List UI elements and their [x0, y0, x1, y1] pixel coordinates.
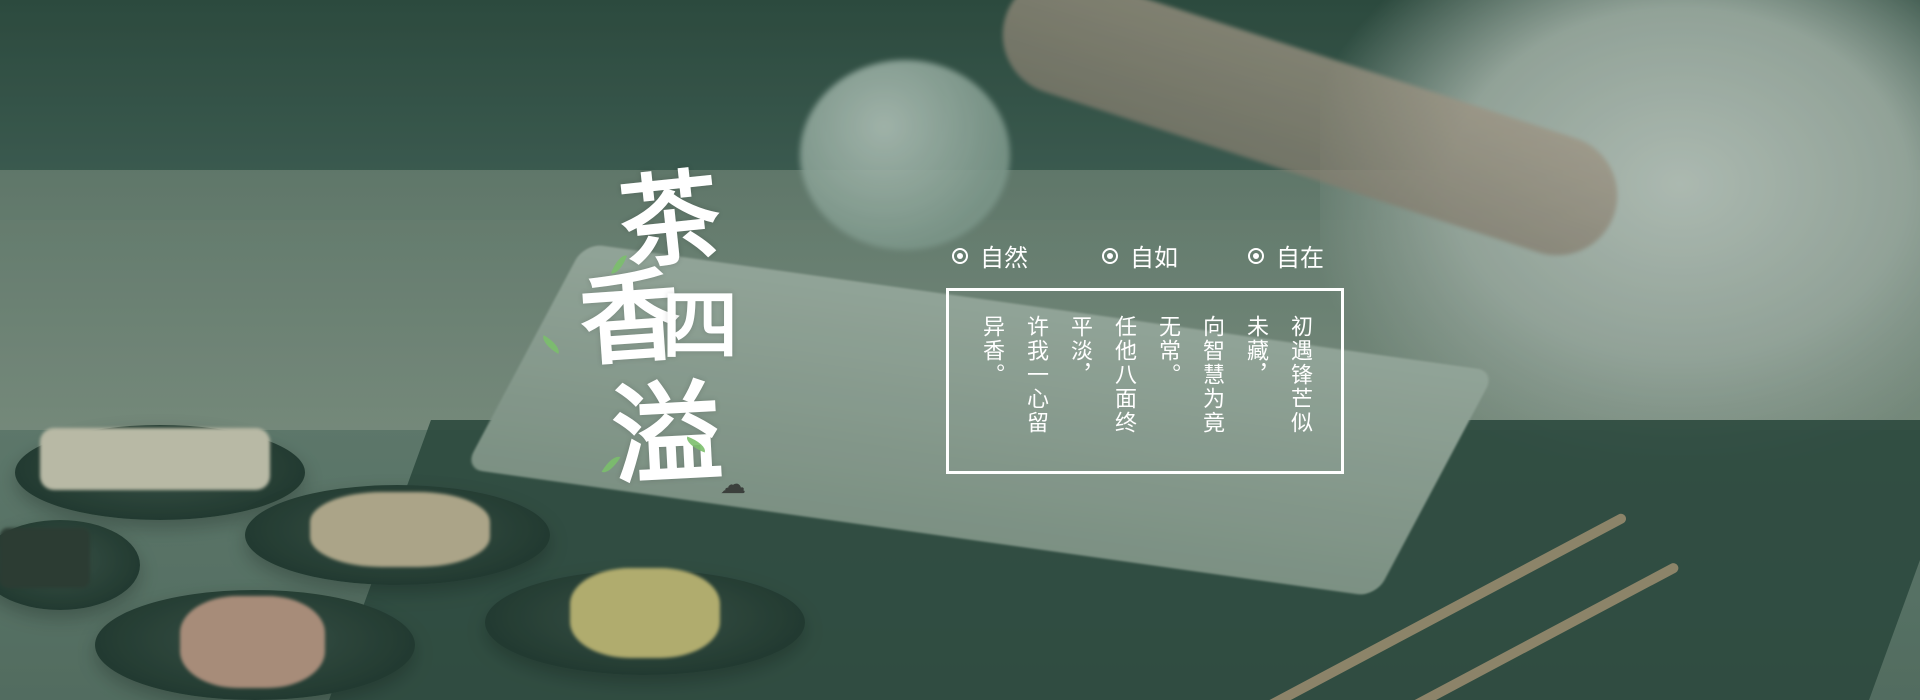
dessert-cake: [310, 492, 490, 567]
calligraphy-char: 溢: [608, 367, 726, 502]
poem-line: 无常。: [1155, 315, 1180, 387]
dessert-cake: [180, 596, 325, 688]
poem-line: 异香。: [979, 315, 1004, 387]
radio-icon: [1102, 247, 1118, 264]
tag-label: 自然: [980, 244, 1028, 272]
poem-line: 许我一心留: [1023, 315, 1048, 435]
dessert-cake: [570, 568, 720, 658]
radio-icon: [952, 247, 968, 264]
tag-row: 自然 自如 自在: [952, 238, 1372, 274]
cloud-icon: ☁: [720, 470, 746, 500]
tag-label: 自如: [1130, 244, 1178, 272]
poem-line: 未藏，: [1243, 315, 1268, 387]
calligraphy-char: 四: [662, 281, 738, 370]
tag-label: 自在: [1276, 244, 1324, 272]
dessert-cake: [40, 428, 270, 490]
tag-ziran: 自然: [952, 238, 1028, 273]
tag-ziru: 自如: [1102, 238, 1178, 273]
poem-line: 平淡，: [1067, 315, 1092, 387]
poem-text: 初遇锋芒似 未藏， 向智慧为竟 无常。 任他八面终 平淡， 许我一心留 异香。: [949, 291, 1341, 471]
poem-line: 任他八面终: [1111, 315, 1136, 435]
radio-icon: [1248, 247, 1264, 264]
poem-line: 初遇锋芒似: [1287, 315, 1312, 435]
dessert-cake: [0, 528, 90, 588]
teapot-image: [800, 60, 1010, 250]
tag-zizai: 自在: [1248, 238, 1324, 273]
poem-box: 初遇锋芒似 未藏， 向智慧为竟 无常。 任他八面终 平淡， 许我一心留 异香。: [946, 288, 1344, 474]
calligraphy-title: 茶 香 四 溢: [539, 156, 770, 530]
poem-line: 向智慧为竟: [1199, 315, 1224, 435]
